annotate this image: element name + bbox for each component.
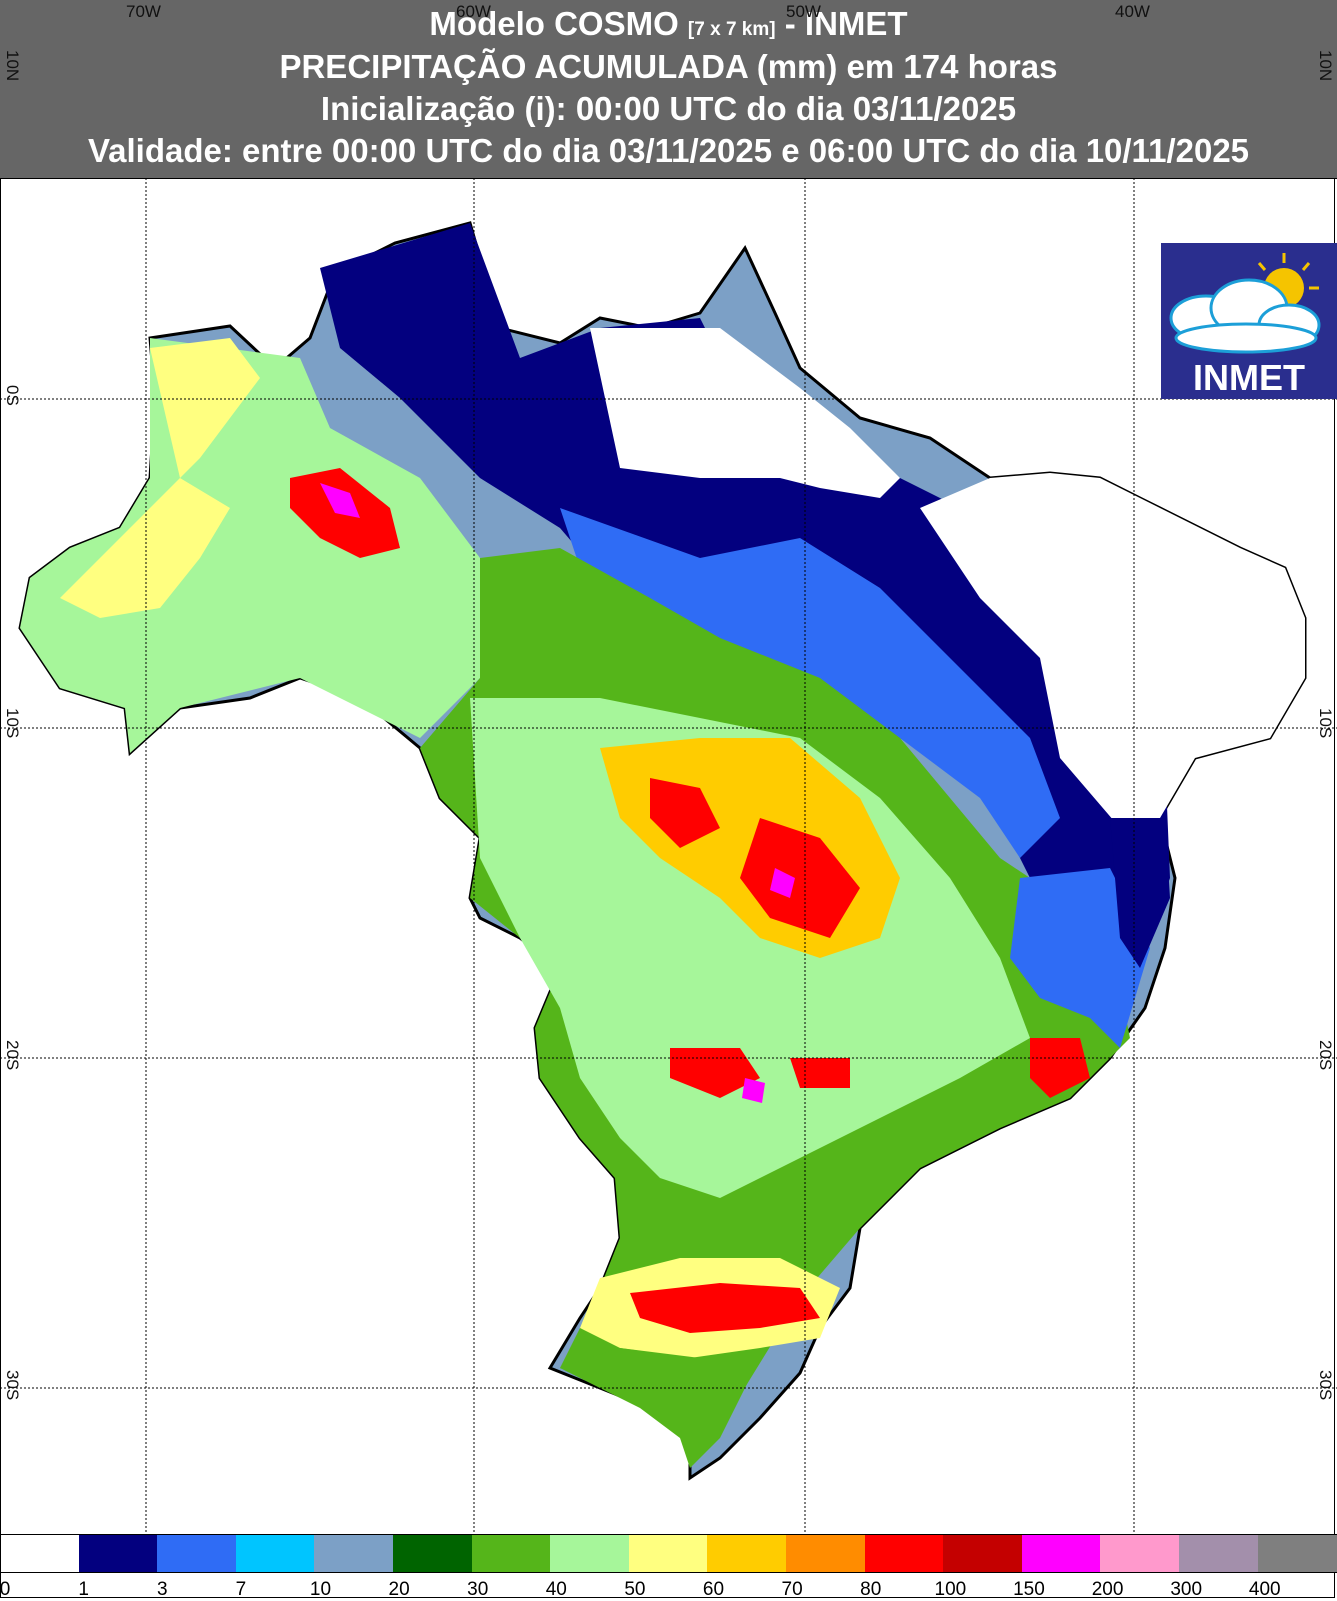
legend-label: 7 — [235, 1579, 247, 1600]
lon-tick-50w: 50W — [786, 2, 821, 21]
precip-band-red-se3 — [790, 1058, 850, 1088]
legend-swatch — [943, 1534, 1022, 1573]
lat-tick-30s-right: 30S — [1316, 1370, 1335, 1401]
precip-band-red-south — [630, 1283, 820, 1333]
legend-label: 300 — [1170, 1579, 1203, 1600]
legend-swatch — [550, 1534, 629, 1573]
legend-label: 40 — [545, 1579, 567, 1600]
validity-text: Validade: entre 00:00 UTC do dia 03/11/2… — [87, 132, 1250, 169]
precip-band-red-center — [650, 778, 720, 848]
lat-tick-20s-left: 20S — [3, 1040, 22, 1071]
legend-swatch — [707, 1534, 786, 1573]
precip-band-yellow-west — [60, 338, 260, 618]
legend-label: 150 — [1013, 1579, 1045, 1600]
precip-band-darkblue-east — [1110, 818, 1170, 968]
legend-label: 70 — [781, 1579, 803, 1600]
lat-tick-10n-right: 10N — [1316, 50, 1335, 82]
legend-swatch — [393, 1534, 472, 1573]
title-resolution: [7 x 7 km] — [687, 19, 776, 40]
legend-swatch — [864, 1534, 944, 1573]
precip-band-light-green — [470, 698, 1030, 1198]
logo-text: INMET — [1193, 357, 1305, 398]
precip-band-red-goias — [740, 818, 860, 938]
precip-band-red-se2 — [1030, 1038, 1090, 1098]
legend-label: 30 — [467, 1579, 489, 1600]
lat-tick-10n-left: 10N — [3, 50, 22, 82]
precip-band-dry-north — [590, 328, 900, 498]
legend-label: 1 — [78, 1579, 89, 1600]
precip-band-red-se1 — [670, 1048, 760, 1098]
precip-band-green-west — [20, 338, 480, 753]
title-main: Modelo COSMO — [429, 5, 688, 42]
precip-band-blue-east — [1010, 868, 1150, 1048]
legend-label: 3 — [156, 1579, 168, 1600]
legend-swatch — [1021, 1534, 1101, 1573]
initialization-text: Inicialização (i): 00:00 UTC do dia 03/1… — [320, 90, 1017, 127]
legend-swatch — [1100, 1534, 1179, 1573]
brazil-landmass — [18, 221, 1307, 1481]
lat-tick-0s-left: 0S — [3, 385, 22, 406]
lat-tick-30s-left: 30S — [3, 1370, 22, 1401]
legend-swatch — [786, 1534, 865, 1573]
legend-swatch — [1179, 1534, 1258, 1573]
legend-swatch — [0, 1534, 79, 1573]
title: Modelo COSMO [7 x 7 km] - INMET — [0, 6, 1337, 48]
cloud-icon — [1169, 278, 1321, 354]
lat-tick-10s-right: 10S — [1316, 708, 1335, 739]
precip-band-magenta-goias — [770, 868, 795, 898]
legend-label: 0 — [0, 1579, 11, 1600]
legend-swatch — [628, 1534, 708, 1573]
inmet-logo: INMET — [1161, 243, 1337, 399]
legend-label: 200 — [1091, 1579, 1124, 1600]
subtitle: PRECIPITAÇÃO ACUMULADA (mm) em 174 horas — [279, 48, 1058, 85]
legend-swatch — [471, 1534, 551, 1573]
figure-header: Modelo COSMO [7 x 7 km] - INMET PRECIPIT… — [0, 0, 1337, 179]
lon-tick-70w: 70W — [126, 2, 161, 21]
precip-band-dry-northeast — [920, 473, 1305, 828]
legend-swatch — [314, 1534, 393, 1573]
precip-band-magenta-west — [320, 483, 360, 518]
legend-label: 80 — [860, 1579, 882, 1600]
precip-band-green-south — [560, 1348, 760, 1468]
legend-swatch — [1257, 1534, 1337, 1573]
graticule — [0, 178, 1337, 1532]
legend-label: 50 — [624, 1579, 646, 1600]
precipitation-map — [0, 178, 1337, 1532]
legend-label: 10 — [309, 1579, 332, 1600]
legend-swatch — [235, 1534, 315, 1573]
precip-band-magenta-se — [742, 1078, 765, 1103]
color-legend: 0 1 3 7 10 20 30 40 50 60 70 80 100 150 200 300 400 — [0, 1534, 1337, 1600]
legend-label: 100 — [934, 1579, 967, 1600]
legend-swatch — [157, 1534, 236, 1573]
legend-label: 400 — [1248, 1579, 1281, 1600]
lat-tick-20s-right: 20S — [1316, 1040, 1335, 1071]
lat-tick-10s-left: 10S — [3, 708, 22, 739]
lon-tick-60w: 60W — [456, 2, 491, 21]
legend-label: 20 — [388, 1579, 410, 1600]
legend-label: 60 — [702, 1579, 725, 1600]
legend-swatch — [78, 1534, 158, 1573]
lon-tick-40w: 40W — [1115, 2, 1150, 21]
title-suffix: - INMET — [775, 5, 908, 42]
